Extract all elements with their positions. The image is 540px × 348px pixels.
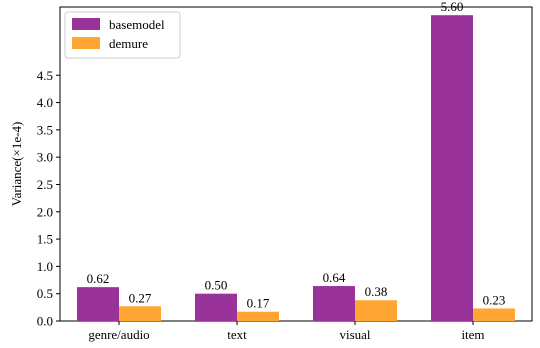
y-tick-label: 1.5 [37,232,53,247]
y-tick-label: 4.0 [37,95,53,110]
x-axis-ticks: genre/audio text visual item [88,321,485,342]
y-tick-label: 0.0 [37,314,53,329]
data-label-basemodel-item: 5.60 [441,0,464,14]
bar-basemodel-visual [313,286,355,321]
data-label-demure-text: 0.17 [247,296,270,311]
data-label-basemodel-visual: 0.64 [323,270,346,285]
plot-border [59,6,533,322]
legend-swatch-basemodel [72,18,100,30]
y-tick-label: 4.5 [37,68,53,83]
y-axis-ticks: 0.0 0.5 1.0 1.5 2.0 2.5 3.0 3.5 4.0 4.5 [37,68,60,329]
plot-frame [59,6,533,322]
y-tick-label: 2.0 [37,204,53,219]
x-tick-label: text [227,327,247,342]
data-label-basemodel-text: 0.50 [205,278,228,293]
y-tick-label: 1.0 [37,259,53,274]
x-tick-label: item [461,327,484,342]
data-label-demure-genre/audio: 0.27 [129,290,152,305]
bar-demure-genre/audio [119,306,161,321]
bar-basemodel-genre/audio [77,287,119,321]
bars-group [77,15,515,321]
y-axis-label: Variance(×1e-4) [9,122,24,207]
legend-label-demure: demure [109,36,148,51]
data-label-demure-item: 0.23 [483,292,506,307]
bar-demure-visual [355,300,397,321]
bar-basemodel-item [431,15,473,321]
bar-basemodel-text [195,293,237,321]
y-tick-label: 3.5 [37,122,53,137]
bar-demure-text [237,311,279,321]
data-labels-group: 0.62 0.27 0.50 0.17 0.64 0.38 5.60 0.23 [87,0,506,311]
legend: basemodel demure [64,11,181,59]
y-tick-label: 2.5 [37,177,53,192]
legend-swatch-demure [72,37,100,49]
data-label-basemodel-genre/audio: 0.62 [87,271,110,286]
x-tick-label: visual [339,327,370,342]
x-tick-label: genre/audio [88,327,149,342]
bar-demure-item [473,308,515,321]
legend-label-basemodel: basemodel [109,17,165,32]
data-label-demure-visual: 0.38 [365,284,388,299]
y-tick-label: 0.5 [37,286,53,301]
y-tick-label: 3.0 [37,150,53,165]
